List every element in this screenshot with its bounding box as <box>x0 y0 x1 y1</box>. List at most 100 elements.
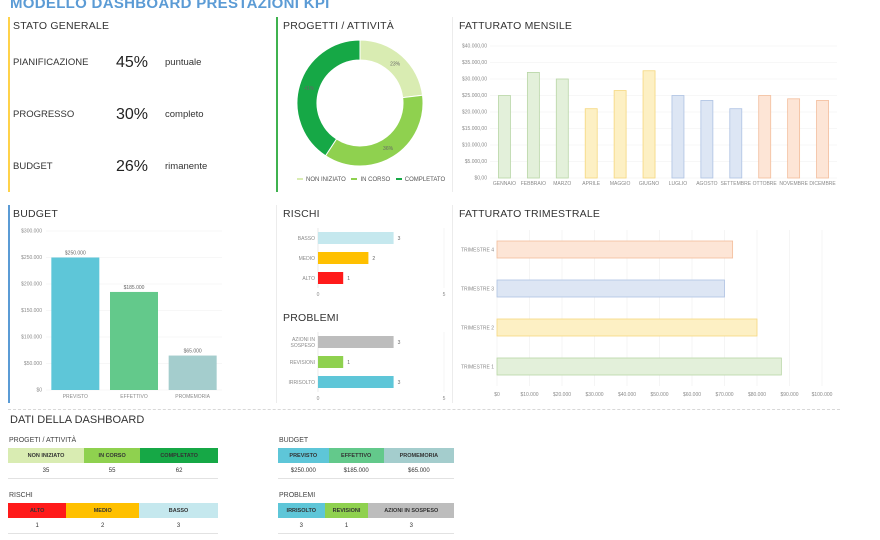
stato-label-pianificazione: PIANIFICAZIONE <box>13 57 89 68</box>
bar-basso <box>318 232 394 244</box>
x-tick-label: $30.000 <box>585 392 603 398</box>
value-non-iniziato[interactable]: 35 <box>8 463 85 479</box>
rischi-divider <box>276 205 277 403</box>
dati-rischi-table: ALTO MEDIO BASSO 1 2 3 <box>8 503 218 534</box>
stato-accent-line <box>8 17 10 192</box>
value-completato[interactable]: 62 <box>140 463 218 479</box>
budget-accent-line <box>8 205 10 403</box>
header-effettivo: EFFETTIVO <box>328 448 384 463</box>
y-tick-label: $15.000,00 <box>462 126 487 132</box>
stato-value-budget: 26% <box>116 158 149 175</box>
stato-label-budget: BUDGET <box>13 161 53 172</box>
dati-budget-title: BUDGET <box>279 437 309 444</box>
x-tick-label: $10.000 <box>520 392 538 398</box>
data-label-irrisolto: 3 <box>398 380 401 386</box>
rischi-chart: 0 5 3 BASSO 2 MEDIO 1 ALTO <box>298 228 446 298</box>
dati-budget-table: PREVISTO EFFETTIVO PROMEMORIA $250.000 $… <box>278 448 454 479</box>
data-label-medio: 2 <box>372 256 375 262</box>
y-tick-label: $150.000 <box>21 308 42 314</box>
donut-slice-non-iniziato <box>359 39 424 99</box>
x-tick-label: $90.000 <box>780 392 798 398</box>
progetti-title: PROGETTI / ATTIVITÀ <box>283 20 394 32</box>
y-tick-label: $10.000,00 <box>462 143 487 149</box>
y-tick-label: $5.000,00 <box>465 159 487 165</box>
legend-item-in-corso: IN CORSO <box>351 177 390 183</box>
y-tick-label: $100.000 <box>21 335 42 341</box>
value-previsto[interactable]: $250.000 <box>278 463 329 479</box>
value-irrisolto[interactable]: 3 <box>278 518 325 534</box>
value-promemoria[interactable]: $65.000 <box>383 463 454 479</box>
header-completato: COMPLETATO <box>140 448 218 463</box>
donut-label-in-corso: 36% <box>383 146 394 152</box>
progetti-accent-line <box>276 17 278 192</box>
x-tick-label-marzo: MARZO <box>553 181 571 187</box>
x-tick-label: 0 <box>317 396 320 402</box>
x-tick-label-previsto: PREVISTO <box>63 394 88 400</box>
header-irrisolto: IRRISOLTO <box>278 503 325 518</box>
dati-rischi-title: RISCHI <box>9 492 33 499</box>
budget-chart: $0 $50.000 $100.000 $150.000 $200.000 $250.00… <box>21 229 222 400</box>
y-tick-label-trimestre-2: TRIMESTRE 2 <box>461 325 494 331</box>
x-tick-label-luglio: LUGLIO <box>669 181 687 187</box>
x-tick-label: $20.000 <box>553 392 571 398</box>
value-in-corso[interactable]: 55 <box>84 463 141 479</box>
y-tick-label: $35.000,00 <box>462 60 487 66</box>
dati-problemi-table: IRRISOLTO REVISIONI AZIONI IN SOSPESO 3 … <box>278 503 454 534</box>
value-basso[interactable]: 3 <box>139 518 218 534</box>
value-alto[interactable]: 1 <box>8 518 67 534</box>
value-medio[interactable]: 2 <box>66 518 140 534</box>
bar-aprile <box>584 108 598 179</box>
x-tick-label: 0 <box>317 292 320 298</box>
table-row: $250.000 $185.000 $65.000 <box>278 463 454 479</box>
value-revisioni[interactable]: 1 <box>324 518 369 534</box>
x-tick-label-agosto: AGOSTO <box>696 181 717 187</box>
legend-item-non-iniziato: NON INIZIATO <box>297 177 346 183</box>
value-azioni-in-sospeso[interactable]: 3 <box>368 518 454 534</box>
section-separator <box>8 409 840 411</box>
data-label-previsto: $250.000 <box>65 251 86 257</box>
x-tick-label: $50.000 <box>650 392 668 398</box>
y-tick-label: $250.000 <box>21 255 42 261</box>
bar-novembre <box>787 98 801 179</box>
stato-desc-pianificazione: puntuale <box>165 57 202 68</box>
bar-settembre <box>729 108 743 179</box>
y-tick-label: $25.000,00 <box>462 93 487 99</box>
x-tick-label-dicembre: DICEMBRE <box>809 181 836 187</box>
x-tick-label-novembre: NOVEMBRE <box>779 181 808 187</box>
header-medio: MEDIO <box>66 503 140 518</box>
bar-trimestre-4 <box>496 240 734 259</box>
y-tick-label: $50.000 <box>24 361 42 367</box>
bar-promemoria <box>168 355 217 390</box>
bar-previsto <box>51 257 100 390</box>
bar-alto <box>318 272 344 284</box>
fatturato-trimestrale-title: FATTURATO TRIMESTRALE <box>459 208 601 220</box>
data-label-azioni-in-sospeso: 3 <box>398 340 401 346</box>
header-promemoria: PROMEMORIA <box>383 448 454 463</box>
x-tick-label: $70.000 <box>715 392 733 398</box>
y-tick-label-medio: MEDIO <box>299 256 316 262</box>
dati-title: DATI DELLA DASHBOARD <box>10 414 145 426</box>
bar-irrisolto <box>318 376 394 388</box>
y-tick-label: $0,00 <box>474 176 487 182</box>
problemi-title: PROBLEMI <box>283 312 339 324</box>
donut-label-completato: 41% <box>304 86 315 92</box>
x-tick-label: 5 <box>443 396 446 402</box>
donut-slice-in-corso <box>324 94 424 167</box>
fatturato-mensile-title: FATTURATO MENSILE <box>459 20 573 32</box>
data-label-effettivo: $185.000 <box>124 285 145 291</box>
x-tick-label-effettivo: EFFETTIVO <box>120 394 148 400</box>
stato-generale-title: STATO GENERALE <box>13 20 110 32</box>
y-tick-label: $40.000,00 <box>462 44 487 50</box>
bar-giugno <box>642 70 656 179</box>
y-tick-label: $200.000 <box>21 282 42 288</box>
progetti-legend: NON INIZIATO IN CORSO COMPLETATO <box>297 177 445 183</box>
donut-slice-completato <box>296 39 361 157</box>
y-tick-label-irrisolto: IRRISOLTO <box>289 380 316 386</box>
y-tick-label: $20.000,00 <box>462 110 487 116</box>
stato-desc-progresso: completo <box>165 109 204 120</box>
y-tick-label-revisioni: REVISIONI <box>290 360 315 366</box>
x-tick-label: $60.000 <box>683 392 701 398</box>
value-effettivo[interactable]: $185.000 <box>328 463 384 479</box>
table-row: 1 2 3 <box>8 518 218 534</box>
